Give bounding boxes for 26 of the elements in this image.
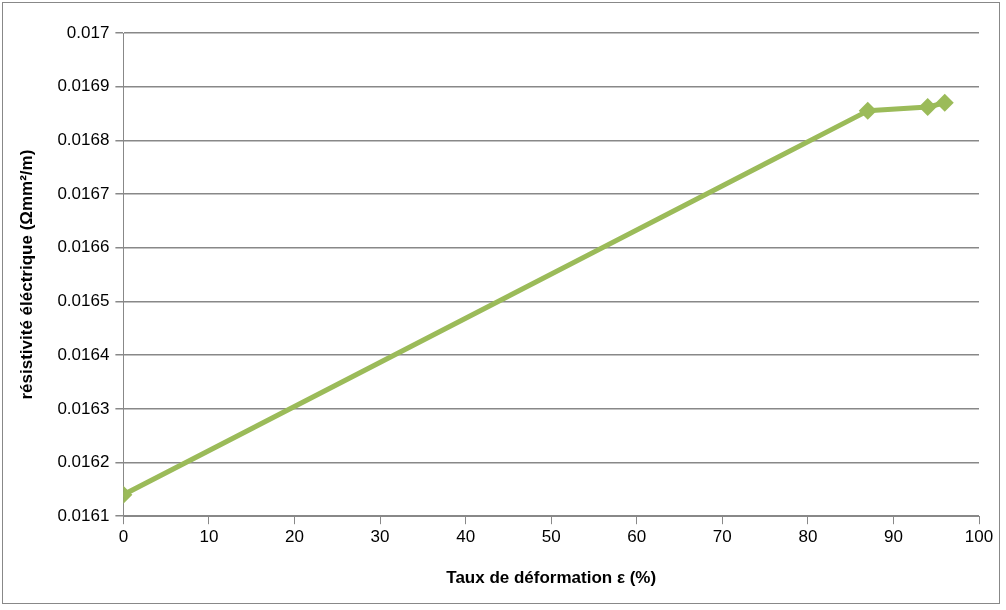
y-tick-label: 0.0163 bbox=[57, 398, 110, 418]
x-tick-label: 20 bbox=[285, 527, 304, 547]
y-tick-label: 0.0167 bbox=[57, 183, 110, 203]
y-tick-label: 0.0162 bbox=[57, 452, 110, 472]
y-tick-label: 0.0168 bbox=[57, 130, 110, 150]
x-axis-title: Taux de déformation ε (%) bbox=[446, 568, 657, 588]
point bbox=[918, 98, 937, 117]
x-tick-label: 70 bbox=[712, 527, 732, 547]
x-tick-label: 0 bbox=[118, 527, 129, 547]
x-tick-label: 80 bbox=[798, 527, 818, 547]
x-tick-label: 60 bbox=[627, 527, 647, 547]
x-tick-label: 30 bbox=[370, 527, 390, 547]
y-axis-title: résistivité éléctrique (Ωmm²/m) bbox=[16, 149, 36, 400]
y-tick-label: 0.0169 bbox=[57, 76, 110, 96]
x-tick-label: 50 bbox=[541, 527, 561, 547]
y-tick-label: 0.0164 bbox=[57, 344, 110, 364]
y-tick-label: 0.0165 bbox=[57, 291, 110, 311]
y-tick-label: 0.0161 bbox=[57, 505, 110, 525]
y-tick-label: 0.0166 bbox=[57, 237, 110, 257]
point bbox=[935, 93, 954, 112]
y-tick-label: 0.017 bbox=[66, 22, 110, 42]
x-tick-label: 90 bbox=[883, 527, 903, 547]
x-tick-label: 100 bbox=[964, 527, 994, 547]
point bbox=[858, 101, 877, 120]
x-tick-label: 40 bbox=[456, 527, 476, 547]
x-tick-label: 10 bbox=[199, 527, 219, 547]
